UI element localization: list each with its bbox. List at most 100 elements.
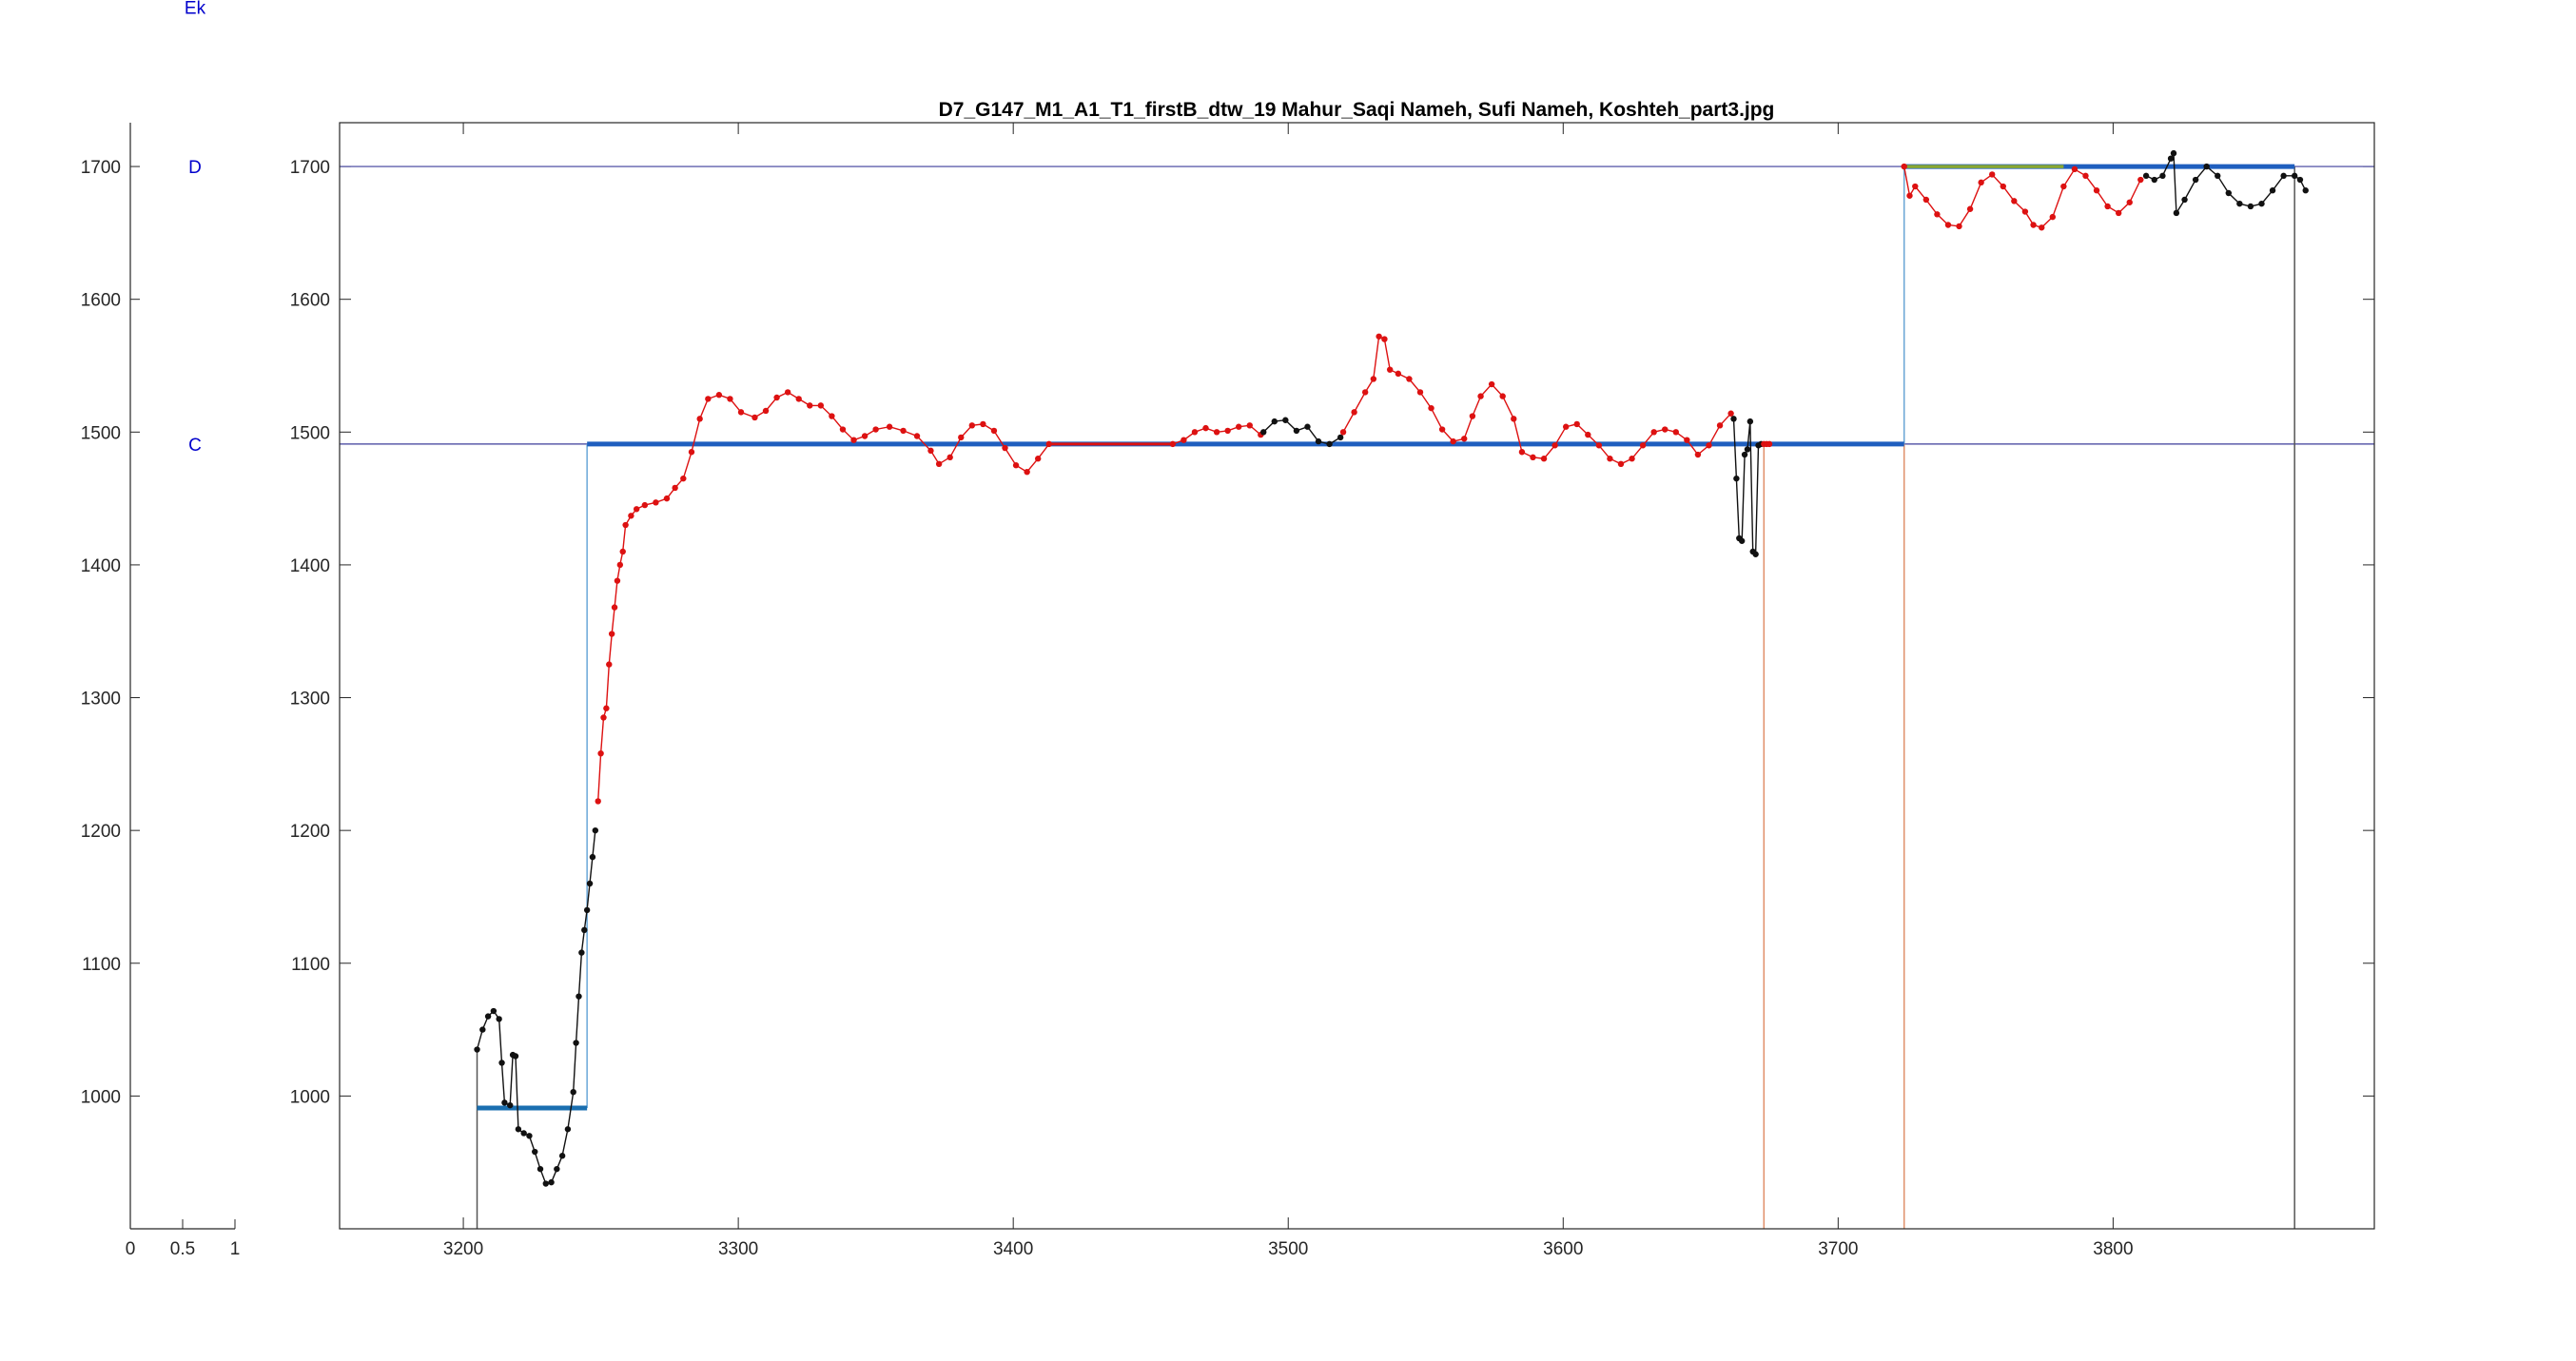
data-point: [2170, 149, 2177, 157]
data-point: [1488, 380, 1495, 388]
data-point: [829, 413, 835, 419]
x-tick-label: 3300: [718, 1239, 758, 1259]
data-point: [484, 1013, 492, 1020]
data-point: [1744, 446, 1751, 453]
data-point: [1551, 442, 1558, 449]
data-point: [872, 426, 879, 433]
data-point: [900, 427, 907, 435]
data-point: [1477, 393, 1484, 399]
data-point: [672, 484, 678, 492]
data-point: [680, 475, 687, 482]
data-point: [474, 1046, 480, 1053]
data-point: [573, 1040, 579, 1046]
vertical-markers: [476, 166, 2295, 1229]
y-tick-label: 1000: [290, 1087, 330, 1107]
data-point: [861, 433, 868, 439]
data-point: [614, 577, 621, 584]
data-point: [663, 495, 671, 502]
data-point: [1747, 418, 1754, 425]
data-point: [586, 880, 594, 887]
data-point: [501, 1099, 508, 1106]
data-point: [1337, 434, 1344, 441]
data-point: [1339, 429, 1347, 436]
side-y-tick-label: 1400: [81, 556, 121, 576]
data-point: [1934, 211, 1941, 218]
data-point: [1706, 442, 1712, 449]
data-point: [2225, 189, 2233, 197]
data-point: [2302, 187, 2309, 194]
series-line: [597, 391, 1050, 802]
y-tick-label: 1400: [290, 556, 330, 576]
data-point: [1573, 420, 1580, 428]
data-point: [1169, 440, 1177, 448]
data-point: [2203, 163, 2210, 170]
note-label: Ek: [185, 0, 206, 19]
data-point: [795, 396, 802, 402]
data-point: [1416, 389, 1424, 396]
data-point: [1282, 417, 1289, 423]
data-point: [1672, 429, 1680, 436]
data-point: [1966, 205, 1974, 212]
data-point: [1428, 404, 1434, 412]
data-point: [1361, 389, 1369, 396]
data-point: [2021, 208, 2029, 215]
data-point: [1684, 437, 1690, 443]
data-point: [1727, 410, 1734, 417]
x-tick-label: 3800: [2093, 1239, 2133, 1259]
side-x-tick-label: 1: [230, 1239, 241, 1259]
data-point: [886, 423, 893, 430]
side-y-tick-label: 1200: [81, 822, 121, 842]
data-point: [2039, 224, 2045, 231]
note-label: D: [188, 158, 202, 178]
data-point: [2173, 209, 2180, 217]
data-point: [653, 499, 659, 506]
data-point: [1012, 462, 1020, 469]
data-point: [1733, 475, 1740, 482]
data-point: [595, 798, 601, 805]
data-point: [2071, 165, 2078, 173]
x-tick-label: 3700: [1818, 1239, 1858, 1259]
data-point: [496, 1016, 502, 1022]
data-point: [773, 394, 780, 401]
data-point: [2247, 203, 2254, 210]
data-point: [2167, 155, 2175, 162]
data-point: [1024, 468, 1030, 476]
data-point: [526, 1133, 533, 1139]
data-point: [1694, 451, 1702, 458]
data-point: [1326, 440, 1333, 448]
side-x-tick-label: 0: [126, 1239, 136, 1259]
data-point: [2236, 200, 2243, 207]
data-point: [479, 1026, 486, 1033]
data-point: [1562, 423, 1570, 430]
data-point: [578, 949, 585, 956]
data-point: [611, 604, 618, 611]
data-point: [1716, 422, 1724, 429]
data-point: [1034, 456, 1042, 462]
data-point: [1978, 179, 1984, 186]
note-label: C: [188, 436, 202, 456]
data-point: [583, 906, 591, 914]
data-point: [1662, 426, 1669, 433]
data-point: [1989, 171, 1996, 178]
data-point: [622, 521, 629, 529]
data-point: [628, 513, 634, 519]
data-point: [597, 749, 604, 757]
data-point: [542, 1180, 549, 1187]
series-line: [1903, 165, 2141, 229]
data-point: [548, 1178, 555, 1186]
data-point: [1260, 429, 1267, 436]
y-tick-label: 1700: [290, 158, 330, 178]
data-point: [1406, 376, 1413, 382]
data-point: [751, 414, 758, 421]
data-point: [1752, 551, 1759, 557]
data-point: [1912, 183, 1919, 190]
data-point: [633, 506, 640, 513]
series-line: [1732, 418, 1762, 556]
pitch-series: [474, 149, 2309, 1187]
data-point: [784, 389, 791, 396]
data-point: [1386, 366, 1394, 373]
data-point: [839, 426, 847, 433]
data-point: [2142, 172, 2150, 180]
data-point: [1450, 437, 1456, 445]
